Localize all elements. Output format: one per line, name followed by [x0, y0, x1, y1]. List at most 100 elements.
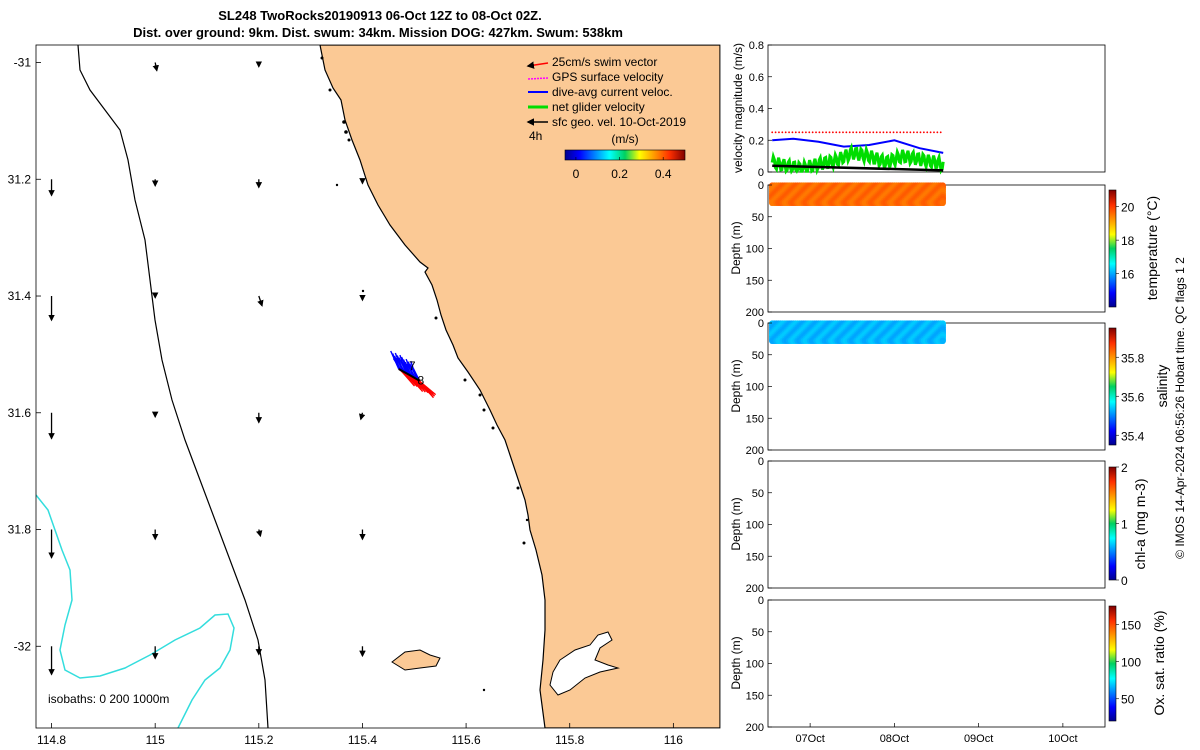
velocity-ticks: 0 0.2 0.4 0.6 0.8	[749, 40, 772, 179]
velocity-swim-point	[845, 131, 848, 134]
velocity-swim-point	[808, 131, 811, 134]
velocity-swim-point	[865, 131, 868, 134]
velocity-swim-point	[929, 131, 932, 134]
velocity-series	[770, 131, 945, 176]
scale-label: 4h	[529, 129, 542, 143]
velocity-swim-point	[838, 131, 841, 134]
map-xtick-label: 116	[664, 733, 683, 747]
dive-current-vector	[397, 360, 406, 373]
date-tick-label: 10Oct	[1048, 733, 1077, 745]
map-frame	[35, 44, 721, 729]
oxygen-colorbar	[1108, 605, 1117, 722]
chla-ylabel: Depth (m)	[729, 497, 743, 550]
map-panel: 78 114.8 115 115.2 115.4 115.6 115.8 116 -31 31.…	[8, 44, 721, 747]
oxygen-ticks: 0 50 100 150 200	[746, 595, 772, 734]
salinity-colorbar	[1108, 327, 1117, 446]
map-xtick-label: 115.8	[555, 733, 584, 747]
velocity-swim-point	[892, 131, 895, 134]
ytick-label: 100	[746, 659, 764, 671]
oxygen-colorbar-ticks: 50 100 150	[1116, 619, 1141, 707]
ytick-label: 100	[746, 382, 764, 394]
cbar-tick-label: 150	[1121, 619, 1141, 633]
velocity-series-net	[770, 142, 945, 176]
velocity-swim-point	[922, 131, 925, 134]
velocity-ylabel: velocity magnitude (m/s)	[731, 43, 745, 173]
velocity-swim-point	[842, 131, 844, 134]
chla-colorbar-ticks: 0 1 2	[1116, 461, 1128, 588]
velocity-frame	[767, 44, 1106, 173]
velocity-swim-point	[831, 131, 834, 134]
ytick-label: 0.4	[749, 104, 764, 116]
velocity-swim-point	[933, 131, 935, 134]
salinity-panel: 0 50 100 150 200 Depth (m) 35.4 35.6 35.8 sali…	[729, 318, 1170, 457]
isobath-200m	[36, 494, 235, 728]
temperature-ylabel: Depth (m)	[729, 221, 743, 274]
isobaths-label: isobaths: 0 200 1000m	[48, 692, 169, 706]
velocity-series-line	[772, 137, 944, 154]
track-label-8: 8	[417, 374, 424, 388]
map-ytick-label: 31.6	[8, 406, 32, 420]
temperature-panel: 0 50 100 150 200 Depth (m) 16 18 20 temperatur…	[729, 180, 1160, 319]
geo-vectors	[48, 61, 366, 676]
velocity-swim-point	[879, 131, 881, 134]
map-xtick-label: 114.8	[37, 733, 66, 747]
ytick-label: 200	[746, 445, 764, 457]
velocity-swim-point	[798, 131, 801, 134]
oxygen-ylabel: Depth (m)	[729, 636, 743, 689]
island	[391, 649, 441, 671]
velocity-swim-point	[936, 131, 939, 134]
salinity-frame	[767, 322, 1106, 451]
velocity-swim-point	[889, 131, 892, 134]
ytick-label: 0	[758, 180, 764, 192]
temperature-ticks: 0 50 100 150 200	[746, 180, 772, 319]
velocity-swim-point	[784, 131, 787, 134]
velocity-swim-point	[791, 131, 794, 134]
map-xtick-label: 115.6	[452, 733, 481, 747]
dive-current-vector	[412, 368, 421, 381]
salinity-ticks: 0 50 100 150 200	[746, 318, 772, 457]
map-colorbar-ticks: 0 0.2 0.4	[573, 157, 672, 181]
swim-vector	[408, 374, 424, 393]
velocity-swim-point	[835, 131, 838, 134]
oxygen-panel: 0 50 100 150 200 07Oct 08Oct 09Oct 10Oct Depth …	[729, 595, 1167, 745]
cbar-tick-label: 2	[1121, 461, 1128, 475]
map-points	[320, 56, 529, 692]
dive-current-vector	[392, 358, 403, 371]
legend-gps: GPS surface velocity	[552, 70, 663, 84]
legend-dive: dive-avg current veloc.	[552, 85, 673, 99]
date-tick-label: 08Oct	[880, 733, 909, 745]
velocity-series-line	[772, 164, 944, 172]
geo-vector-arrow	[358, 412, 366, 421]
velocity-swim-point	[855, 131, 858, 134]
date-tick-label: 09Oct	[964, 733, 993, 745]
velocity-swim-point	[781, 131, 784, 134]
velocity-swim-point	[862, 131, 865, 134]
velocity-swim-point	[875, 131, 878, 134]
map-cbar-tick-label: 0	[573, 167, 580, 181]
ytick-label: 50	[752, 627, 764, 639]
velocity-swim-point	[858, 131, 861, 134]
ytick-label: 150	[746, 690, 764, 702]
map-ytick-label: -32	[14, 639, 32, 653]
temperature-colorbar	[1108, 189, 1117, 308]
map-ytick-label: 31.4	[8, 289, 32, 303]
profile-point	[939, 199, 946, 206]
velocity-swim-point	[872, 131, 875, 134]
ytick-label: 50	[752, 488, 764, 500]
map-colorbar	[564, 149, 686, 161]
glider-track: 78	[390, 350, 437, 399]
map-ytick-label: -31	[14, 56, 32, 70]
velocity-swim-point	[899, 131, 902, 134]
map-ticks: 114.8 115 115.2 115.4 115.6 115.8 116 -31 31.2 31…	[8, 56, 684, 747]
velocity-swim-point	[825, 131, 828, 134]
velocity-swim-point	[794, 131, 797, 134]
ytick-label: 0	[758, 318, 764, 330]
dive-current-vector	[402, 362, 410, 375]
chla-cbar-label: chl-a (mg m-3)	[1132, 478, 1148, 569]
map-xtick-label: 115	[146, 733, 165, 747]
velocity-swim-point	[909, 131, 912, 134]
ytick-label: 100	[746, 520, 764, 532]
cbar-tick-label: 50	[1121, 693, 1135, 707]
title-line-2: Dist. over ground: 9km. Dist. swum: 34km…	[133, 25, 623, 40]
